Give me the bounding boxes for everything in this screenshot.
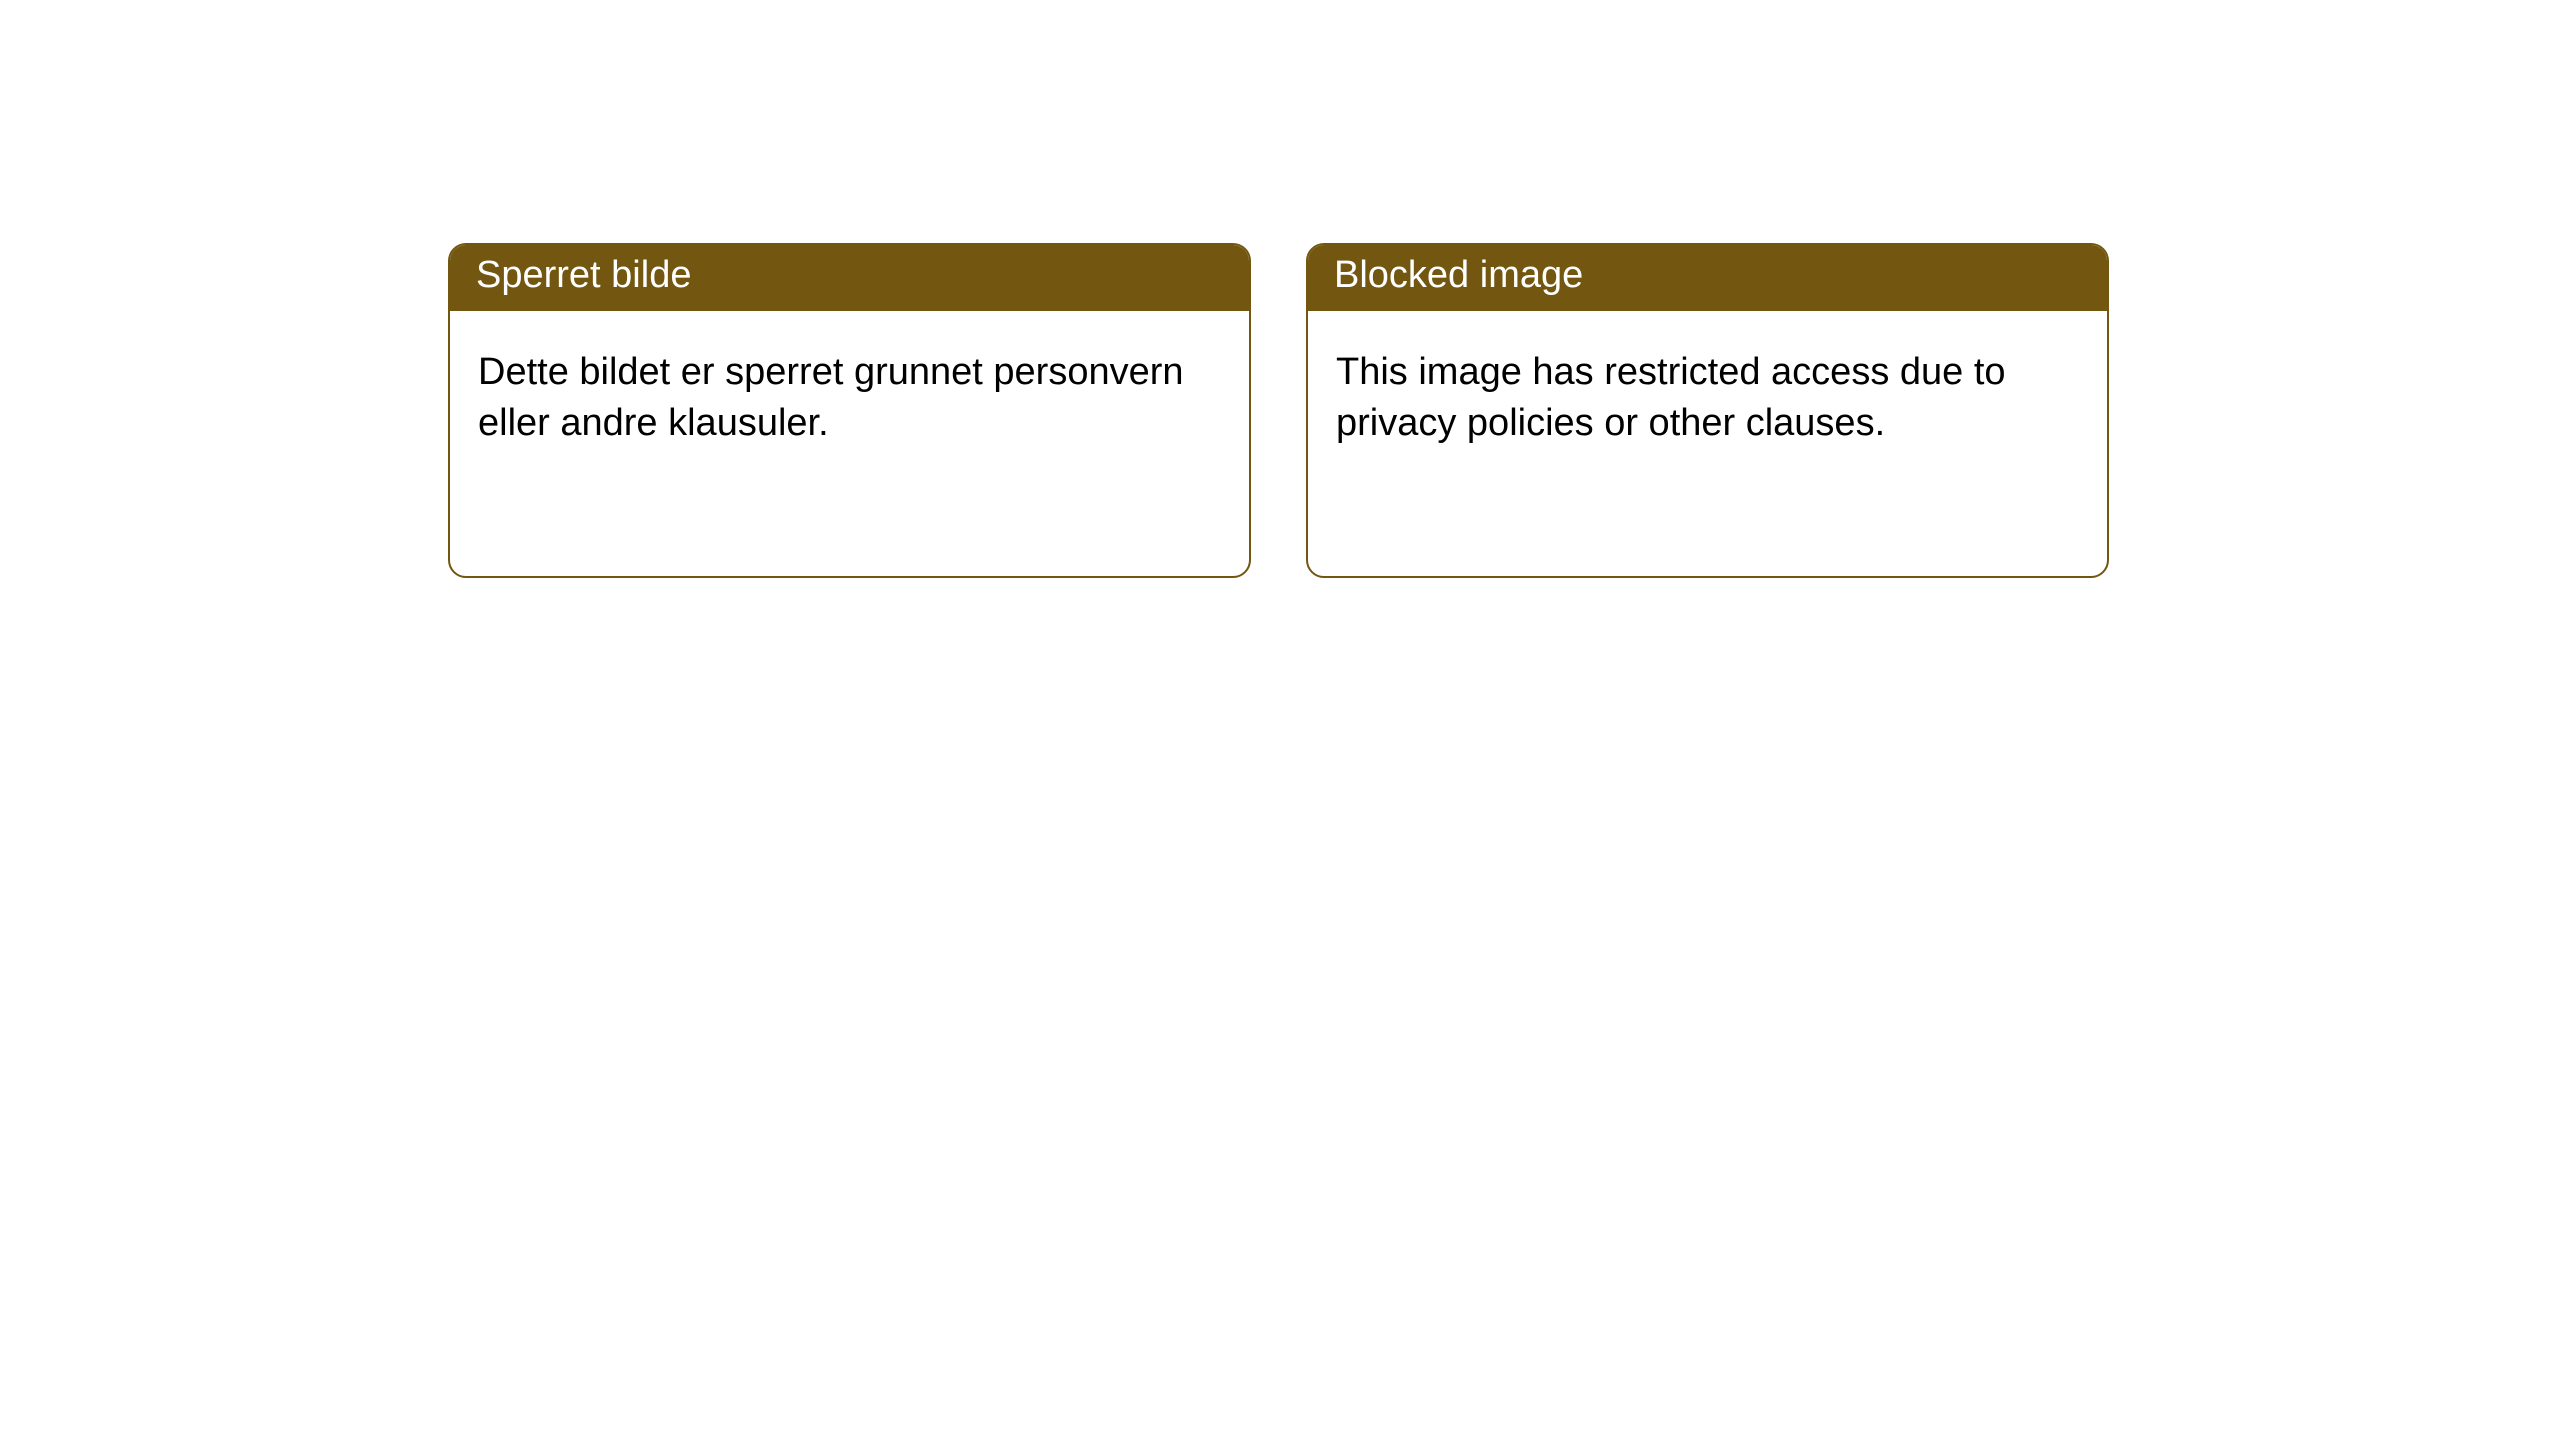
notice-title-english: Blocked image <box>1308 245 2107 311</box>
notice-body-norwegian: Dette bildet er sperret grunnet personve… <box>450 311 1249 478</box>
notice-title-norwegian: Sperret bilde <box>450 245 1249 311</box>
notice-container: Sperret bilde Dette bildet er sperret gr… <box>0 0 2560 578</box>
notice-card-norwegian: Sperret bilde Dette bildet er sperret gr… <box>448 243 1251 578</box>
notice-body-english: This image has restricted access due to … <box>1308 311 2107 478</box>
notice-card-english: Blocked image This image has restricted … <box>1306 243 2109 578</box>
